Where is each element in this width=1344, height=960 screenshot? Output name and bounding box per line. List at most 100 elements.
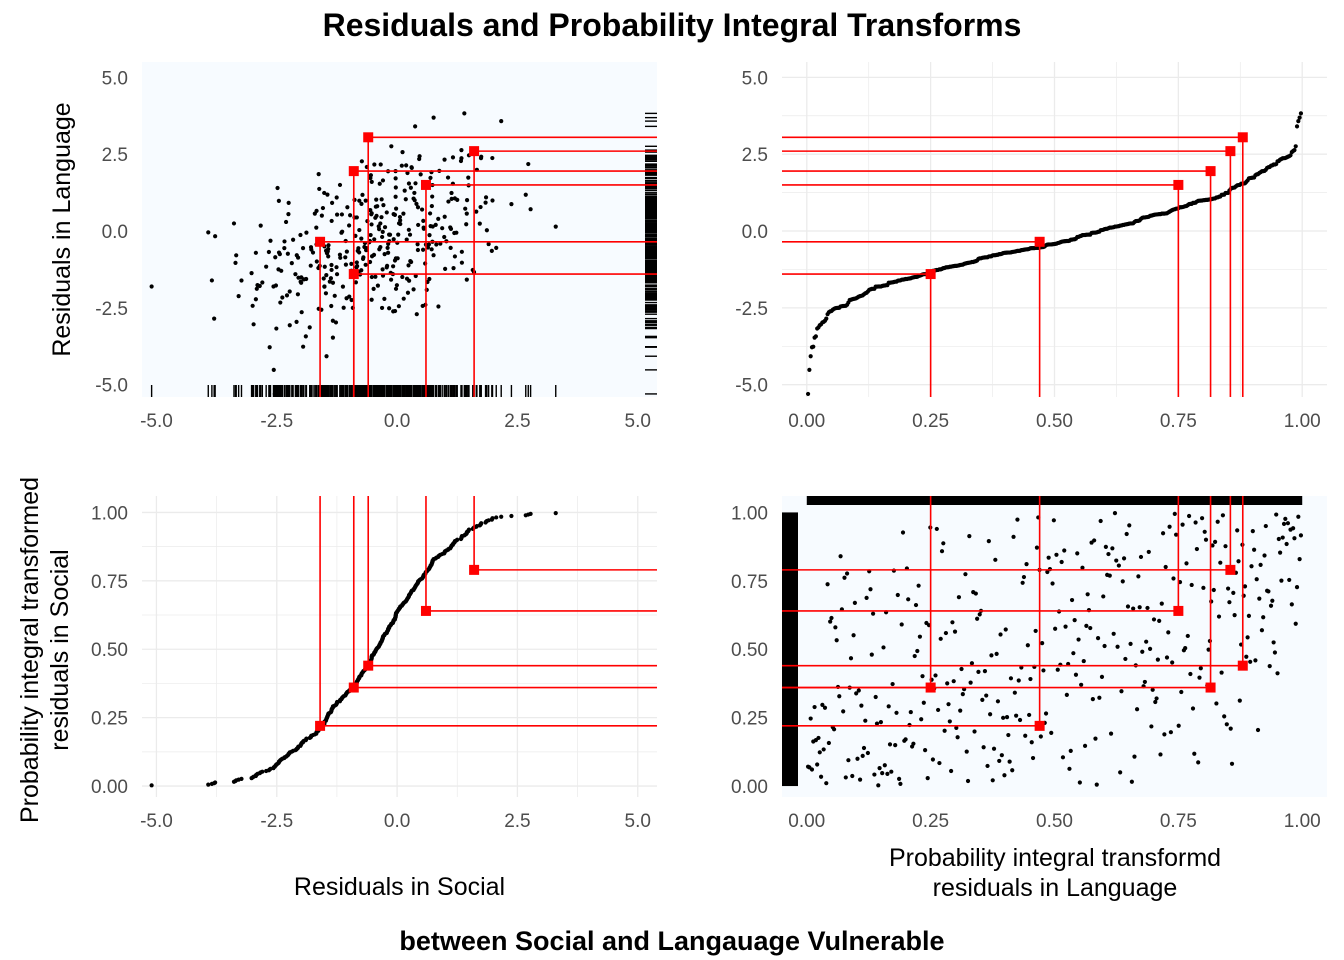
scatter-point [1199, 516, 1205, 521]
scatter-point [484, 228, 489, 233]
scatter-point [359, 236, 364, 241]
scatter-point [826, 740, 831, 746]
quantile-point [1294, 124, 1300, 129]
quantile-point [807, 367, 812, 372]
scatter-point [387, 306, 392, 311]
scatter-point [308, 263, 313, 268]
scatter-point [1249, 564, 1254, 569]
scatter-point [1088, 625, 1093, 631]
scatter-point [334, 212, 340, 217]
scatter-point [952, 629, 958, 634]
scatter-point [846, 758, 851, 763]
quantile-point [1292, 148, 1297, 153]
scatter-point [1227, 600, 1232, 605]
scatter-point [946, 702, 951, 707]
highlight-point [1205, 166, 1216, 177]
scatter-point [1254, 577, 1259, 582]
scatter-point [1010, 768, 1015, 773]
highlight-point [1034, 720, 1045, 731]
scatter-point [894, 710, 899, 715]
highlight-point [1034, 236, 1045, 247]
scatter-point [1137, 605, 1142, 610]
scatter-point [1089, 540, 1094, 545]
scatter-point [876, 783, 881, 788]
scatter-point [326, 243, 331, 248]
scatter-point [266, 249, 271, 255]
scatter-point [1123, 656, 1128, 662]
scatter-point [1097, 695, 1102, 700]
scatter-point [406, 227, 411, 232]
scatter-point [1250, 528, 1255, 534]
scatter-point [1119, 689, 1124, 694]
scatter-point [1202, 529, 1207, 534]
x-tick-label: 0.75 [1160, 411, 1197, 432]
scatter-point [1258, 562, 1263, 567]
scatter-point [323, 248, 329, 253]
scatter-point [1004, 715, 1010, 720]
scatter-point [283, 219, 289, 225]
scatter-point [1045, 569, 1050, 575]
scatter-point [403, 197, 408, 202]
scatter-point [324, 354, 329, 359]
scatter-point [841, 709, 846, 714]
scatter-point [1069, 597, 1075, 603]
scatter-point [464, 222, 469, 227]
scatter-point [413, 181, 418, 186]
scatter-point [1167, 524, 1172, 529]
scatter-point [381, 203, 386, 208]
scatter-point [1259, 628, 1265, 633]
highlight-point [348, 682, 359, 693]
scatter-point [349, 261, 354, 267]
scatter-point [400, 274, 405, 280]
scatter-point [379, 215, 384, 220]
scatter-point [254, 286, 259, 291]
scatter-point [1219, 670, 1224, 675]
scatter-point [337, 182, 343, 188]
rug-top [806, 496, 1303, 505]
scatter-point [285, 251, 290, 256]
scatter-point [379, 197, 384, 202]
quantile-point [1296, 119, 1301, 124]
y-axis-label: Residuals in Language [48, 102, 76, 356]
quantile-point [1293, 144, 1298, 149]
scatter-point [333, 320, 339, 325]
scatter-point [1093, 736, 1098, 741]
scatter-point [300, 246, 306, 251]
scatter-point [820, 702, 825, 707]
scatter-point [325, 192, 330, 197]
scatter-point [989, 653, 994, 658]
scatter-point [889, 769, 894, 774]
scatter-point [459, 148, 464, 153]
scatter-point [868, 587, 873, 592]
scatter-point [1214, 701, 1219, 706]
scatter-point [294, 319, 299, 324]
scatter-point [1008, 676, 1014, 681]
scatter-point [483, 195, 489, 200]
panels: -5.0 -2.5 0.0 2.5 5.0 -5.0 -2.5 0.0 2.5 5.0 Residu… [16, 62, 1327, 902]
scatter-point [1180, 522, 1185, 527]
scatter-point [834, 638, 839, 643]
scatter-point [434, 242, 439, 247]
y-axis-label: residuals in Social [46, 549, 74, 751]
scatter-point [427, 276, 432, 282]
scatter-point [329, 303, 334, 309]
scatter-point [842, 575, 847, 580]
scatter-point [1147, 646, 1153, 651]
scatter-point [391, 309, 396, 314]
scatter-point [345, 205, 350, 210]
x-axis-label: residuals in Language [933, 874, 1178, 902]
scatter-point [945, 681, 950, 686]
scatter-point [385, 245, 390, 250]
scatter-point [372, 237, 377, 242]
y-tick-label: 0.25 [91, 709, 128, 730]
x-tick-label: 0.0 [384, 811, 410, 832]
scatter-point [890, 681, 895, 687]
scatter-point [898, 781, 903, 786]
scatter-point [284, 293, 290, 298]
scatter-point [231, 221, 237, 226]
scatter-point [1287, 577, 1292, 583]
scatter-point [343, 262, 349, 267]
scatter-point [1190, 706, 1196, 711]
y-tick-label: 1.00 [731, 503, 768, 524]
scatter-point [340, 284, 346, 289]
